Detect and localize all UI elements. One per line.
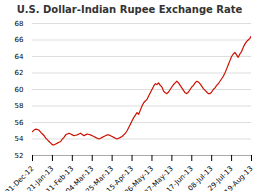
svg-text:60: 60 — [15, 86, 24, 94]
html-text:U.S. Dollar-Indian Rupee Excha: U.S. Dollar-Indian Rupee Exchange Rate — [16, 4, 243, 15]
svg-text:68: 68 — [15, 20, 24, 28]
svg-text:66: 66 — [15, 36, 24, 44]
svg-text:56: 56 — [15, 119, 24, 127]
svg-text:52: 52 — [15, 152, 24, 160]
svg-text:54: 54 — [15, 135, 24, 143]
svg-text:62: 62 — [15, 69, 24, 77]
svg-text:58: 58 — [15, 102, 24, 110]
svg-text:19-Aug-13: 19-Aug-13 — [223, 165, 254, 191]
svg-text:64: 64 — [15, 53, 24, 61]
